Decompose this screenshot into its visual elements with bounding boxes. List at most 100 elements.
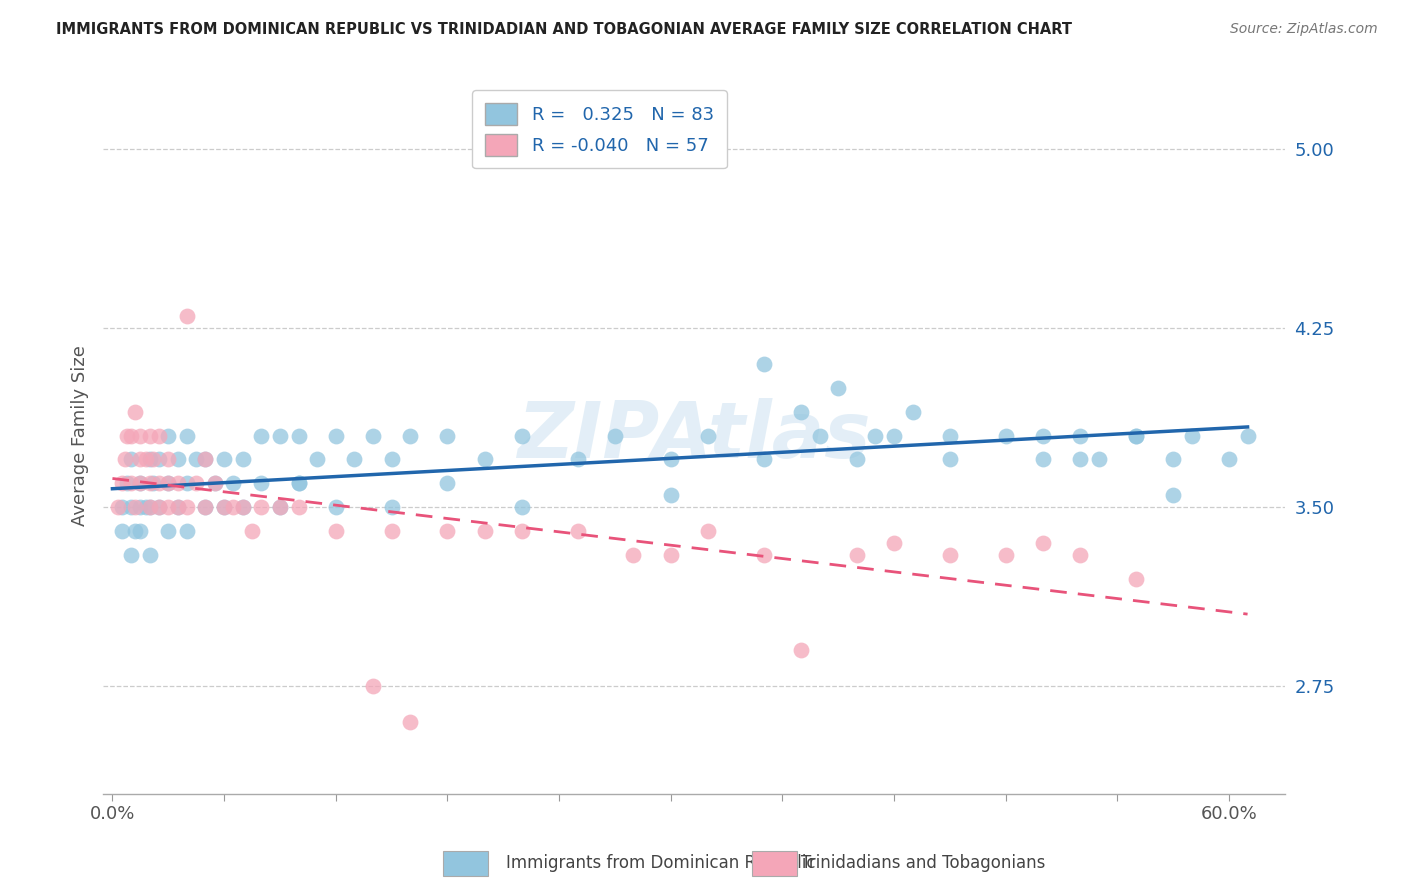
Point <box>510 500 533 515</box>
Point <box>380 500 402 515</box>
Point <box>135 500 157 515</box>
Point <box>808 428 831 442</box>
Point <box>138 428 160 442</box>
Point <box>232 500 254 515</box>
Point <box>250 500 273 515</box>
Text: Immigrants from Dominican Republic: Immigrants from Dominican Republic <box>506 855 815 872</box>
Point <box>287 476 309 491</box>
Point <box>142 452 165 467</box>
Point <box>111 476 134 491</box>
Legend: R =   0.325   N = 83, R = -0.040   N = 57: R = 0.325 N = 83, R = -0.040 N = 57 <box>472 90 727 169</box>
Point <box>117 476 139 491</box>
Point <box>124 524 146 538</box>
Point <box>567 452 589 467</box>
Point <box>1125 428 1147 442</box>
Text: IMMIGRANTS FROM DOMINICAN REPUBLIC VS TRINIDADIAN AND TOBAGONIAN AVERAGE FAMILY : IMMIGRANTS FROM DOMINICAN REPUBLIC VS TR… <box>56 22 1073 37</box>
Y-axis label: Average Family Size: Average Family Size <box>72 345 89 526</box>
Text: Source: ZipAtlas.com: Source: ZipAtlas.com <box>1230 22 1378 37</box>
Point <box>124 500 146 515</box>
Point <box>603 428 626 442</box>
Point <box>1181 428 1204 442</box>
Point <box>176 428 198 442</box>
Point <box>827 381 849 395</box>
Point <box>138 548 160 562</box>
Point <box>790 643 813 657</box>
Point <box>845 452 868 467</box>
Point <box>212 500 235 515</box>
Point <box>138 452 160 467</box>
Text: Trinidadians and Tobagonians: Trinidadians and Tobagonians <box>801 855 1046 872</box>
Point <box>157 428 180 442</box>
Point <box>194 500 217 515</box>
Point <box>994 428 1017 442</box>
Point <box>883 428 905 442</box>
Point <box>752 452 775 467</box>
Point <box>222 476 245 491</box>
Point <box>250 476 273 491</box>
Point <box>361 428 384 442</box>
Point <box>194 500 217 515</box>
Point <box>148 500 170 515</box>
Point <box>510 428 533 442</box>
Point <box>361 679 384 693</box>
Point <box>436 524 458 538</box>
Point <box>1161 452 1184 467</box>
Point <box>129 500 152 515</box>
Point <box>176 476 198 491</box>
Point <box>138 500 160 515</box>
Point <box>752 357 775 371</box>
Point <box>883 536 905 550</box>
Point <box>117 428 139 442</box>
Point <box>148 452 170 467</box>
Point <box>865 428 887 442</box>
Point <box>939 548 962 562</box>
Point <box>138 476 160 491</box>
Point <box>939 452 962 467</box>
Point <box>194 452 217 467</box>
Point <box>939 428 962 442</box>
Point <box>1032 428 1054 442</box>
Point <box>186 452 208 467</box>
Point <box>129 428 152 442</box>
Point <box>307 452 329 467</box>
Point <box>111 500 134 515</box>
Point <box>994 548 1017 562</box>
Point <box>166 452 188 467</box>
Point <box>1069 548 1091 562</box>
Point <box>510 524 533 538</box>
Point <box>107 500 129 515</box>
Point <box>148 428 170 442</box>
Point <box>269 428 291 442</box>
Point <box>120 476 142 491</box>
Point <box>124 405 146 419</box>
Point <box>129 476 152 491</box>
Point <box>166 500 188 515</box>
Point <box>222 500 245 515</box>
Point <box>474 524 496 538</box>
Point <box>148 476 170 491</box>
Point <box>752 548 775 562</box>
Point <box>399 714 422 729</box>
Point <box>399 428 422 442</box>
Point <box>157 476 180 491</box>
Point <box>474 452 496 467</box>
Point <box>1161 488 1184 502</box>
Point <box>380 452 402 467</box>
Point <box>659 488 682 502</box>
Point <box>114 452 136 467</box>
Point <box>129 524 152 538</box>
Point <box>287 500 309 515</box>
Point <box>696 524 718 538</box>
Point <box>1032 452 1054 467</box>
Point <box>1069 452 1091 467</box>
Point <box>659 452 682 467</box>
Point <box>120 428 142 442</box>
Point <box>287 476 309 491</box>
Point <box>269 500 291 515</box>
Point <box>240 524 263 538</box>
Point <box>176 500 198 515</box>
Point <box>212 500 235 515</box>
Point <box>1032 536 1054 550</box>
Point <box>1236 428 1258 442</box>
Point <box>135 452 157 467</box>
